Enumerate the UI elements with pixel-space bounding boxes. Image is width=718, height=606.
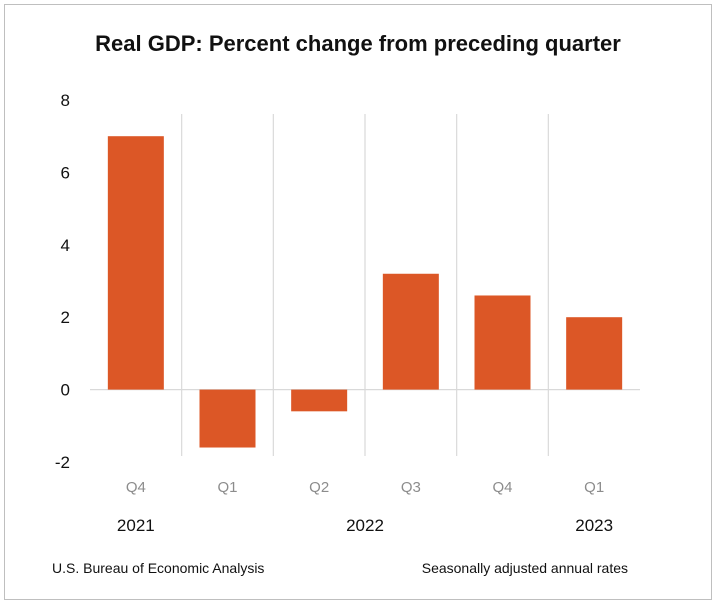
source-note: U.S. Bureau of Economic Analysis	[52, 560, 264, 576]
y-tick-label: 4	[61, 236, 70, 255]
y-tick-label: 8	[61, 91, 70, 110]
bar	[475, 295, 531, 389]
year-label: 2022	[346, 516, 384, 535]
x-tick-label: Q1	[584, 479, 604, 496]
bar	[200, 390, 256, 448]
year-label: 2023	[575, 516, 613, 535]
bar	[383, 274, 439, 390]
x-tick-label: Q1	[217, 479, 237, 496]
x-tick-label: Q2	[309, 479, 329, 496]
year-label: 2021	[117, 516, 155, 535]
bar	[566, 317, 622, 389]
x-tick-label: Q4	[492, 479, 512, 496]
rates-note: Seasonally adjusted annual rates	[422, 560, 628, 576]
bar-chart: -2 0 2 4 6 8 Q4 Q1 Q2 Q3 Q4 Q1 2021 2022 2023	[0, 0, 718, 606]
y-tick-label: 0	[61, 381, 70, 400]
y-tick-label: 6	[61, 163, 70, 182]
x-tick-label: Q3	[401, 479, 421, 496]
bar	[108, 136, 164, 389]
x-tick-label: Q4	[126, 479, 146, 496]
y-tick-label: 2	[61, 308, 70, 327]
bar	[291, 390, 347, 412]
y-tick-label: -2	[55, 453, 70, 472]
